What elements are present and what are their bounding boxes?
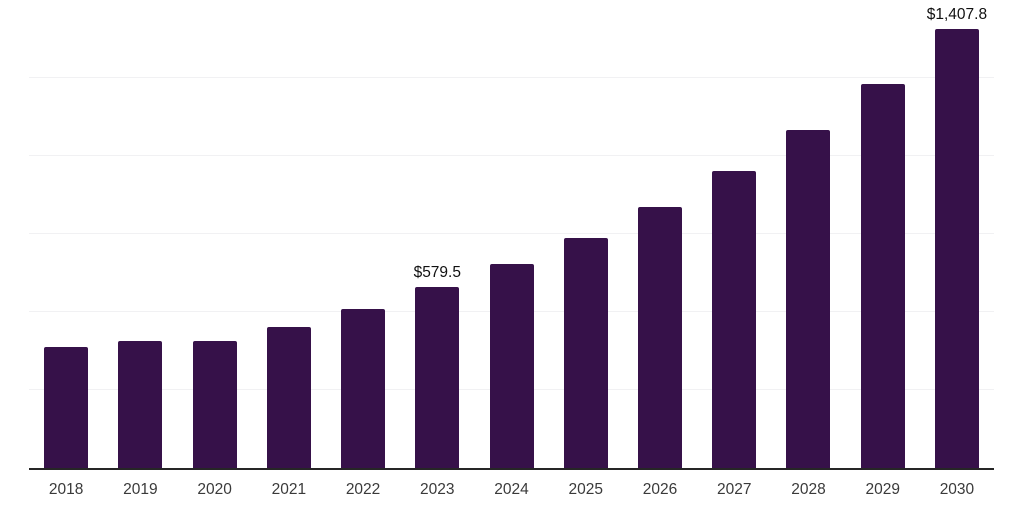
- bar-2028: [786, 130, 831, 468]
- bar-band-2018: [29, 0, 103, 468]
- x-tick-2018: 2018: [48, 481, 84, 498]
- x-tick-2029: 2029: [865, 481, 900, 498]
- x-tick-2025: 2025: [568, 481, 603, 498]
- bar-2020: [192, 341, 237, 468]
- bar-band-2026: [623, 0, 697, 468]
- x-tick-2027: 2027: [716, 481, 752, 498]
- gridline-1250: [29, 77, 994, 78]
- bar-band-2027: [697, 0, 771, 468]
- bar-2027: [712, 171, 757, 468]
- bar-band-2021: [252, 0, 326, 468]
- bar-band-2019: [103, 0, 177, 468]
- bars-container: $579.5 $1,407.8: [29, 0, 994, 468]
- x-tick-2026: 2026: [642, 481, 678, 498]
- bar-2022: [341, 308, 386, 468]
- data-label-2030: $1,407.8: [926, 5, 988, 23]
- bar-band-2023: $579.5: [400, 0, 474, 468]
- x-tick-2021: 2021: [271, 481, 307, 498]
- bar-band-2024: [474, 0, 548, 468]
- x-tick-2030: 2030: [939, 481, 975, 498]
- gridline-1000: [29, 155, 994, 157]
- bar-band-2025: [549, 0, 623, 468]
- bar-2026: [637, 207, 682, 468]
- bar-2025: [563, 238, 608, 468]
- bar-band-2020: [177, 0, 251, 468]
- x-axis-labels: 2018 2019 2020 2021 2022 2023 2024 2025 2026 2027…: [29, 481, 994, 499]
- gridline-750: [29, 233, 994, 234]
- x-tick-2022: 2022: [345, 481, 381, 498]
- bar-2023: $579.5: [414, 264, 461, 468]
- plot-area: $579.5 $1,407.8: [29, 0, 994, 470]
- bar-2024: [489, 263, 534, 468]
- bar-band-2029: [846, 0, 920, 468]
- x-tick-2028: 2028: [791, 481, 826, 498]
- bar-2029: [860, 83, 905, 468]
- bar-band-2028: [771, 0, 845, 468]
- x-tick-2020: 2020: [197, 481, 232, 498]
- x-tick-2024: 2024: [494, 481, 529, 498]
- bar-2030: $1,407.8: [927, 6, 987, 468]
- bar-2019: [118, 341, 163, 468]
- x-tick-2019: 2019: [123, 481, 158, 498]
- bar-2018: [44, 346, 89, 468]
- bar-band-2030: $1,407.8: [920, 0, 994, 468]
- x-tick-2023: 2023: [420, 481, 455, 498]
- bar-band-2022: [326, 0, 400, 468]
- data-label-2023: $579.5: [413, 264, 461, 282]
- bar-2021: [266, 326, 311, 468]
